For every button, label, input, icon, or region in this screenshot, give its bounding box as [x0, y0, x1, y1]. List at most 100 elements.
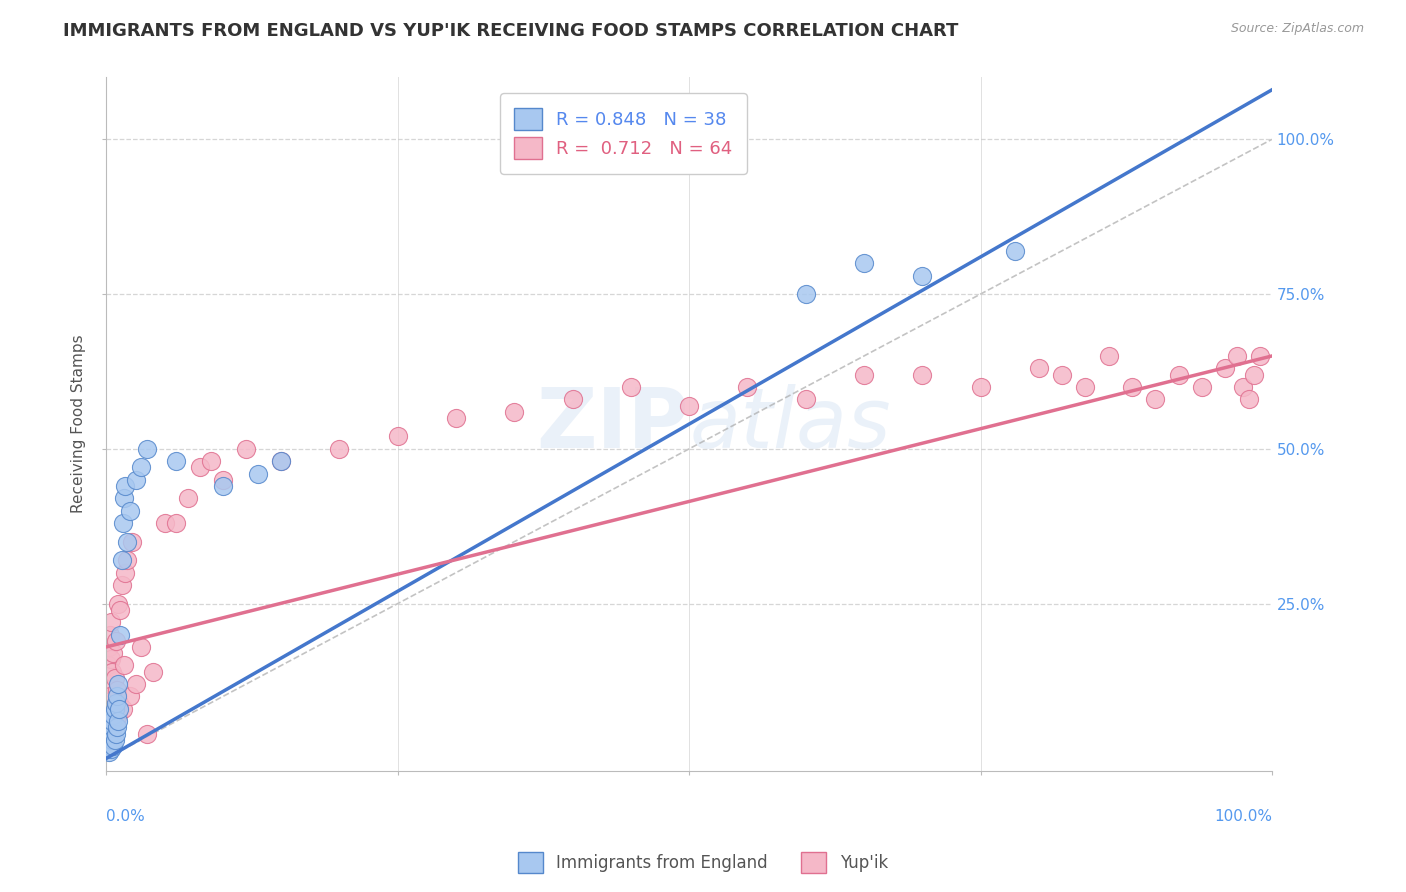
- Point: [165, 516, 187, 530]
- Text: IMMIGRANTS FROM ENGLAND VS YUP'IK RECEIVING FOOD STAMPS CORRELATION CHART: IMMIGRANTS FROM ENGLAND VS YUP'IK RECEIV…: [63, 22, 959, 40]
- Text: 0.0%: 0.0%: [107, 809, 145, 824]
- Y-axis label: Receiving Food Stamps: Receiving Food Stamps: [72, 334, 86, 514]
- Text: Source: ZipAtlas.com: Source: ZipAtlas.com: [1230, 22, 1364, 36]
- Point: [1121, 380, 1143, 394]
- Point: [118, 690, 141, 704]
- Point: [212, 473, 235, 487]
- Point: [108, 702, 131, 716]
- Point: [212, 479, 235, 493]
- Point: [387, 429, 409, 443]
- Point: [444, 410, 467, 425]
- Point: [107, 677, 129, 691]
- Point: [112, 491, 135, 506]
- Point: [1191, 380, 1213, 394]
- Point: [124, 677, 146, 691]
- Point: [1144, 392, 1167, 407]
- Point: [1249, 349, 1271, 363]
- Point: [121, 534, 143, 549]
- Point: [142, 665, 165, 679]
- Point: [104, 714, 127, 729]
- Point: [97, 640, 120, 654]
- Legend: Immigrants from England, Yup'ik: Immigrants from England, Yup'ik: [512, 846, 894, 880]
- Point: [1213, 361, 1236, 376]
- Point: [104, 696, 127, 710]
- Point: [103, 720, 125, 734]
- Point: [270, 454, 292, 468]
- Point: [117, 553, 139, 567]
- Point: [118, 504, 141, 518]
- Point: [107, 708, 129, 723]
- Point: [1226, 349, 1249, 363]
- Point: [103, 671, 125, 685]
- Point: [1050, 368, 1073, 382]
- Point: [108, 696, 131, 710]
- Point: [852, 368, 875, 382]
- Point: [97, 732, 120, 747]
- Point: [103, 702, 125, 716]
- Text: atlas: atlas: [689, 384, 891, 465]
- Point: [852, 256, 875, 270]
- Point: [737, 380, 759, 394]
- Point: [1074, 380, 1097, 394]
- Text: ZIP: ZIP: [537, 384, 689, 465]
- Point: [110, 553, 132, 567]
- Point: [105, 690, 128, 704]
- Point: [104, 633, 127, 648]
- Point: [1028, 361, 1050, 376]
- Point: [101, 732, 124, 747]
- Text: 100.0%: 100.0%: [1213, 809, 1272, 824]
- Point: [98, 739, 121, 753]
- Point: [97, 745, 120, 759]
- Point: [794, 287, 817, 301]
- Point: [117, 534, 139, 549]
- Point: [911, 268, 934, 283]
- Point: [103, 739, 125, 753]
- Point: [1004, 244, 1026, 258]
- Point: [98, 690, 121, 704]
- Point: [105, 683, 128, 698]
- Point: [103, 708, 125, 723]
- Point: [101, 665, 124, 679]
- Point: [111, 516, 134, 530]
- Point: [112, 658, 135, 673]
- Point: [110, 578, 132, 592]
- Legend: R = 0.848   N = 38, R =  0.712   N = 64: R = 0.848 N = 38, R = 0.712 N = 64: [501, 94, 747, 174]
- Point: [620, 380, 643, 394]
- Point: [200, 454, 222, 468]
- Point: [101, 714, 124, 729]
- Point: [107, 597, 129, 611]
- Point: [136, 726, 159, 740]
- Point: [561, 392, 583, 407]
- Point: [101, 702, 124, 716]
- Point: [103, 732, 125, 747]
- Point: [100, 720, 122, 734]
- Point: [110, 603, 132, 617]
- Point: [97, 677, 120, 691]
- Point: [100, 615, 122, 629]
- Point: [114, 479, 136, 493]
- Point: [678, 399, 700, 413]
- Point: [103, 646, 125, 660]
- Point: [107, 714, 129, 729]
- Point: [911, 368, 934, 382]
- Point: [136, 442, 159, 456]
- Point: [105, 720, 128, 734]
- Point: [111, 702, 134, 716]
- Point: [124, 473, 146, 487]
- Point: [131, 640, 153, 654]
- Point: [1243, 368, 1265, 382]
- Point: [328, 442, 350, 456]
- Point: [153, 516, 176, 530]
- Point: [969, 380, 991, 394]
- Point: [98, 726, 121, 740]
- Point: [114, 566, 136, 580]
- Point: [100, 652, 122, 666]
- Point: [96, 739, 118, 753]
- Point: [235, 442, 257, 456]
- Point: [1098, 349, 1121, 363]
- Point: [98, 627, 121, 641]
- Point: [1232, 380, 1254, 394]
- Point: [1167, 368, 1189, 382]
- Point: [104, 726, 127, 740]
- Point: [794, 392, 817, 407]
